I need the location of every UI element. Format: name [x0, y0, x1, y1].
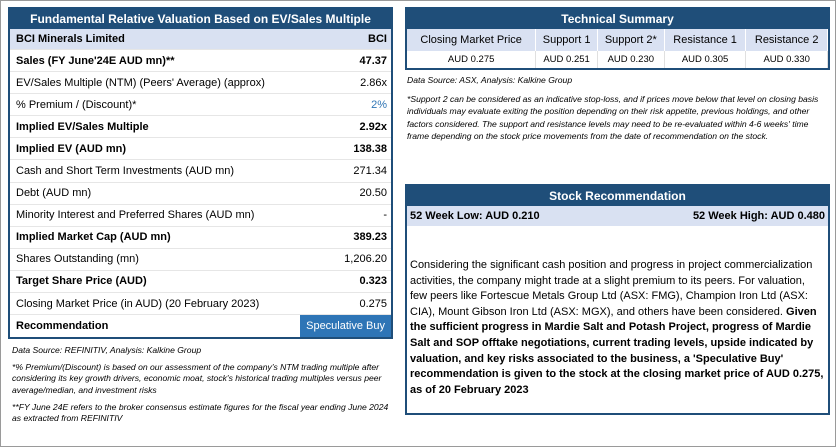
table-cell: AUD 0.251: [535, 51, 598, 68]
valuation-table: Fundamental Relative Valuation Based on …: [8, 7, 393, 340]
row-value: 2%: [371, 98, 387, 111]
row-label: Cash and Short Term Investments (AUD mn): [16, 165, 235, 178]
table-cell: AUD 0.305: [664, 51, 747, 68]
technical-table-box: Technical Summary Closing Market Price S…: [405, 7, 830, 70]
valuation-title: Fundamental Relative Valuation Based on …: [10, 9, 391, 29]
recommendation-row: Recommendation Speculative Buy: [10, 315, 391, 338]
column-header: Resistance 1: [664, 29, 747, 51]
row-label: Implied EV (AUD mn): [16, 142, 127, 155]
table-row: Minority Interest and Preferred Shares (…: [10, 205, 391, 227]
column-header: Closing Market Price: [407, 29, 537, 51]
company-name: BCI Minerals Limited: [16, 33, 125, 45]
row-value: 20.50: [359, 187, 387, 200]
table-cell: AUD 0.275: [407, 51, 537, 68]
week-high: 52 Week High: AUD 0.480: [692, 210, 825, 222]
row-value: 0.323: [359, 275, 387, 288]
technical-title: Technical Summary: [407, 9, 828, 29]
support-note: *Support 2 can be considered as an indic…: [407, 94, 819, 141]
valuation-source: Data Source: REFINITIV, Analysis: Kalkin…: [12, 345, 202, 356]
row-value: 138.38: [353, 142, 387, 155]
table-row: Implied Market Cap (AUD mn) 389.23: [10, 227, 391, 249]
row-label: Closing Market Price (in AUD) (20 Februa…: [16, 297, 260, 310]
table-row: % Premium / (Discount)* 2%: [10, 94, 391, 117]
table-row: AUD 0.275 AUD 0.251 AUD 0.230 AUD 0.305 …: [407, 51, 828, 68]
table-row: Cash and Short Term Investments (AUD mn)…: [10, 160, 391, 183]
table-row: Target Share Price (AUD) 0.323: [10, 271, 391, 294]
row-value: 271.34: [353, 165, 387, 178]
rec-text-bold: Given the sufficient progress in Mardie …: [410, 305, 824, 396]
column-header: Resistance 2: [745, 29, 828, 51]
technical-notes: Data Source: ASX, Analysis: Kalkine Grou…: [405, 74, 830, 142]
table-row: Closing Market Price (in AUD) (20 Februa…: [10, 293, 391, 316]
row-label: Implied EV/Sales Multiple: [16, 120, 149, 133]
column-header: Support 1: [535, 29, 598, 51]
row-value: 47.37: [359, 54, 387, 67]
row-label: Shares Outstanding (mn): [16, 253, 139, 266]
ticker: BCI: [368, 33, 387, 45]
table-row: Shares Outstanding (mn) 1,206.20: [10, 249, 391, 271]
row-label: % Premium / (Discount)*: [16, 98, 137, 111]
rec-text-normal: Considering the significant cash positio…: [410, 259, 813, 318]
row-value: -: [383, 209, 387, 222]
table-row: Implied EV (AUD mn) 138.38: [10, 138, 391, 161]
row-label: Sales (FY June'24E AUD mn)**: [16, 54, 175, 67]
column-header: Support 2*: [597, 29, 665, 51]
row-label: Target Share Price (AUD): [16, 275, 147, 288]
week-low: 52 Week Low: AUD 0.210: [410, 210, 540, 222]
table-header-row: Closing Market Price Support 1 Support 2…: [407, 29, 828, 51]
technical-summary-panel: Technical Summary Closing Market Price S…: [405, 7, 830, 142]
row-label: EV/Sales Multiple (NTM) (Peers' Average)…: [16, 76, 265, 89]
fy-note: **FY June 24E refers to the broker conse…: [12, 401, 389, 424]
recommendation-label: Recommendation: [16, 320, 109, 333]
week-range-row: 52 Week Low: AUD 0.210 52 Week High: AUD…: [407, 206, 828, 226]
recommendation-badge: Speculative Buy: [300, 315, 391, 338]
row-label: Implied Market Cap (AUD mn): [16, 231, 171, 244]
table-row: EV/Sales Multiple (NTM) (Peers' Average)…: [10, 72, 391, 95]
technical-source: Data Source: ASX, Analysis: Kalkine Grou…: [407, 75, 573, 85]
company-row: BCI Minerals Limited BCI: [10, 29, 391, 50]
row-value: 389.23: [353, 231, 387, 244]
stock-rec-title: Stock Recommendation: [407, 186, 828, 206]
technical-table: Closing Market Price Support 1 Support 2…: [407, 29, 828, 68]
premium-note: *% Premium/(Discount) is based on our as…: [12, 361, 382, 395]
row-value: 0.275: [359, 297, 387, 310]
table-cell: AUD 0.330: [745, 51, 828, 68]
row-label: Minority Interest and Preferred Shares (…: [16, 209, 255, 222]
recommendation-text: Considering the significant cash positio…: [407, 254, 828, 398]
stock-recommendation-panel: Stock Recommendation 52 Week Low: AUD 0.…: [405, 184, 830, 415]
table-row: Debt (AUD mn) 20.50: [10, 183, 391, 205]
valuation-notes: Data Source: REFINITIV, Analysis: Kalkin…: [8, 345, 393, 425]
row-value: 2.86x: [360, 76, 387, 89]
row-value: 1,206.20: [344, 253, 387, 266]
valuation-panel: Fundamental Relative Valuation Based on …: [8, 7, 393, 430]
row-label: Debt (AUD mn): [16, 187, 92, 200]
table-row: Sales (FY June'24E AUD mn)** 47.37: [10, 50, 391, 73]
table-row: Implied EV/Sales Multiple 2.92x: [10, 116, 391, 139]
row-value: 2.92x: [359, 120, 387, 133]
table-cell: AUD 0.230: [597, 51, 665, 68]
